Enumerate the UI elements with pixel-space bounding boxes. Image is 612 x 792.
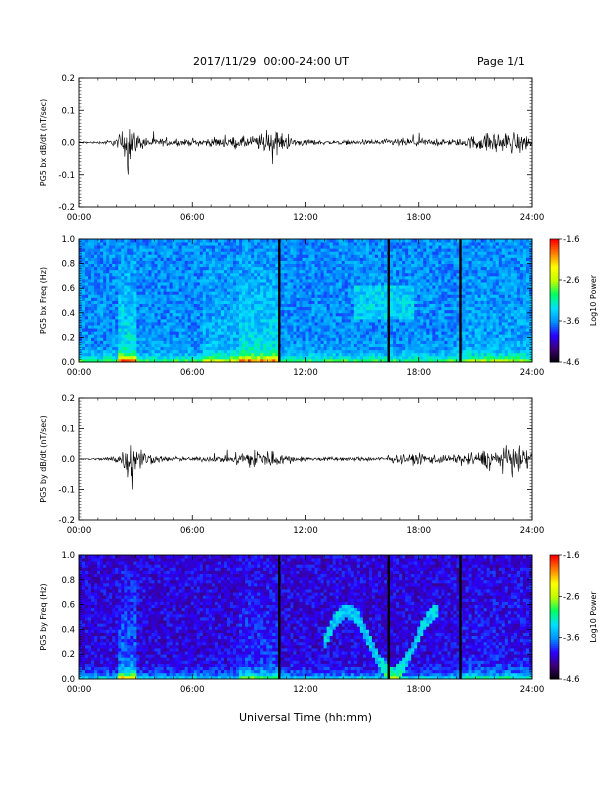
bx-spectrogram-x-axis: 00:00 06:00 12:00 18:00 24:00: [67, 239, 545, 378]
bx-spectrogram-colorbar-tick-label: -1.6: [563, 235, 580, 245]
by-spectrogram-y-tick-label: 0.4: [61, 625, 75, 635]
bx-spectrogram-y-tick-label: 0.0: [61, 358, 75, 368]
by-spectrogram-x-tick-label: 00:00: [67, 685, 92, 695]
by-timeseries-x-tick-label: 06:00: [180, 526, 205, 536]
by-spectrogram-data-gap: [278, 555, 281, 679]
by-timeseries-y-tick-label: 0.2: [61, 394, 75, 404]
by-spectrogram-colorbar-tick-label: -4.6: [563, 675, 580, 685]
by-spectrogram-y-tick-label: 1.0: [61, 551, 75, 561]
by-spectrogram-colorbar-frame: [549, 554, 560, 680]
bx-spectrogram-x-tick-label: 00:00: [67, 368, 92, 378]
bx-spectrogram-y-tick-label: 0.6: [61, 284, 75, 294]
by-spectrogram-y-tick-label: 0.0: [61, 675, 75, 685]
by-spectrogram-colorbar-tick-label: -1.6: [563, 551, 580, 561]
bx-timeseries-y-tick-label: 0.1: [61, 106, 75, 116]
by-spectrogram-x-tick-label: 18:00: [407, 685, 432, 695]
bx-spectrogram-x-tick-label: 12:00: [293, 368, 318, 378]
bx-spectrogram-colorbar-tick-label: -3.6: [563, 317, 580, 327]
bx-spectrogram-x-tick-label: 06:00: [180, 368, 205, 378]
by-timeseries-y-tick-label: 0.1: [61, 425, 75, 435]
bx-timeseries-x-tick-label: 24:00: [520, 213, 545, 223]
by-timeseries-y-tick-label: -0.1: [58, 486, 75, 496]
bx-spectrogram-data-gap: [459, 239, 462, 362]
by-spectrogram-y-tick-label: 0.2: [61, 650, 75, 660]
bx-spectrogram-data-gap: [278, 239, 281, 362]
bx-spectrogram-y-tick-label: 0.2: [61, 333, 75, 343]
bx-timeseries-x-axis: 00:00 06:00 12:00 18:00 24:00: [67, 78, 545, 223]
by-spectrogram-y-tick-label: 0.6: [61, 601, 75, 611]
bx-spectrogram-colorbar: -1.6 -2.6 -3.6 -4.6 Log10 Power: [549, 235, 598, 368]
bx-spectrogram-colorbar-frame: [549, 238, 560, 363]
bx-timeseries-trace-line: [78, 129, 533, 175]
x-axis-label: Universal Time (hh:mm): [239, 711, 372, 724]
by-timeseries-x-tick-label: 00:00: [67, 526, 92, 536]
by-timeseries-x-axis: 00:00 06:00 12:00 18:00 24:00: [67, 398, 545, 536]
page-title: 2017/11/29 00:00-24:00 UT: [193, 55, 350, 68]
by-spectrogram-data-gap: [459, 555, 462, 679]
bx-spectrogram-y-axis: 0.0 0.2 0.4 0.6 0.8 1.0 PG5 bx Freq (Hz): [39, 235, 532, 368]
by-spectrogram-x-tick-label: 06:00: [180, 685, 205, 695]
bx-timeseries-x-tick-label: 06:00: [180, 213, 205, 223]
bx-spectrogram-x-tick-label: 18:00: [407, 368, 432, 378]
by-timeseries-x-tick-label: 24:00: [520, 526, 545, 536]
by-spectrogram-colorbar-tick-label: -2.6: [563, 592, 580, 602]
by-timeseries-y-axis: -0.2 -0.1 0.0 0.1 0.2 PG5 by dB/dt (nT/sec): [39, 394, 532, 526]
bx-timeseries-y-axis: -0.2 -0.1 0.0 0.1 0.2 PG5 bx dB/dt (nT/sec): [39, 74, 532, 213]
bx-spectrogram-colorbar-tick-label: -4.6: [563, 358, 580, 368]
bx-timeseries-y-tick-label: -0.2: [58, 203, 75, 213]
bx-timeseries-y-tick-label: -0.1: [58, 171, 75, 181]
bx-spectrogram-y-tick-label: 0.4: [61, 309, 75, 319]
by-spectrogram-x-tick-label: 24:00: [520, 685, 545, 695]
by-spectrogram-y-axis: 0.0 0.2 0.4 0.6 0.8 1.0 PG5 by Freq (Hz): [39, 551, 532, 685]
bx-spectrogram-cells: [79, 239, 533, 363]
bx-timeseries-y-label: PG5 bx dB/dt (nT/sec): [39, 99, 48, 186]
by-spectrogram-cells: [79, 555, 533, 680]
bx-spectrogram-y-tick-label: 1.0: [61, 235, 75, 245]
bx-spectrogram-colorbar-tick-label: -2.6: [563, 276, 580, 286]
by-timeseries-y-tick-label: 0.0: [61, 455, 75, 465]
bx-spectrogram-data-gap: [387, 239, 390, 362]
bx-timeseries-x-tick-label: 12:00: [293, 213, 318, 223]
bx-timeseries-y-tick-label: 0.0: [61, 139, 75, 149]
bx-spectrogram-x-tick-label: 24:00: [520, 368, 545, 378]
by-timeseries-x-tick-label: 12:00: [293, 526, 318, 536]
bx-timeseries-x-tick-label: 18:00: [407, 213, 432, 223]
by-timeseries-x-tick-label: 18:00: [407, 526, 432, 536]
by-timeseries-trace-line: [78, 445, 533, 490]
bx-spectrogram-colorbar-label: Log10 Power: [589, 274, 598, 326]
bx-timeseries-x-tick-label: 00:00: [67, 213, 92, 223]
bx-spectrogram-y-tick-label: 0.8: [61, 260, 75, 270]
by-timeseries-y-label: PG5 by dB/dt (nT/sec): [39, 415, 48, 502]
bx-timeseries-y-tick-label: 0.2: [61, 74, 75, 84]
by-spectrogram-colorbar: -1.6 -2.6 -3.6 -4.6 Log10 Power: [549, 551, 598, 685]
by-spectrogram-colorbar-label: Log10 Power: [589, 591, 598, 643]
by-spectrogram-x-axis: 00:00 06:00 12:00 18:00 24:00: [67, 555, 545, 695]
by-spectrogram-data-gap: [387, 555, 390, 679]
by-spectrogram-x-tick-label: 12:00: [293, 685, 318, 695]
by-spectrogram-y-label: PG5 by Freq (Hz): [39, 583, 48, 650]
bx-spectrogram-y-label: PG5 bx Freq (Hz): [39, 267, 48, 334]
by-spectrogram-y-tick-label: 0.8: [61, 576, 75, 586]
page-number: Page 1/1: [477, 55, 525, 68]
by-timeseries-y-tick-label: -0.2: [58, 516, 75, 526]
by-spectrogram-colorbar-tick-label: -3.6: [563, 634, 580, 644]
